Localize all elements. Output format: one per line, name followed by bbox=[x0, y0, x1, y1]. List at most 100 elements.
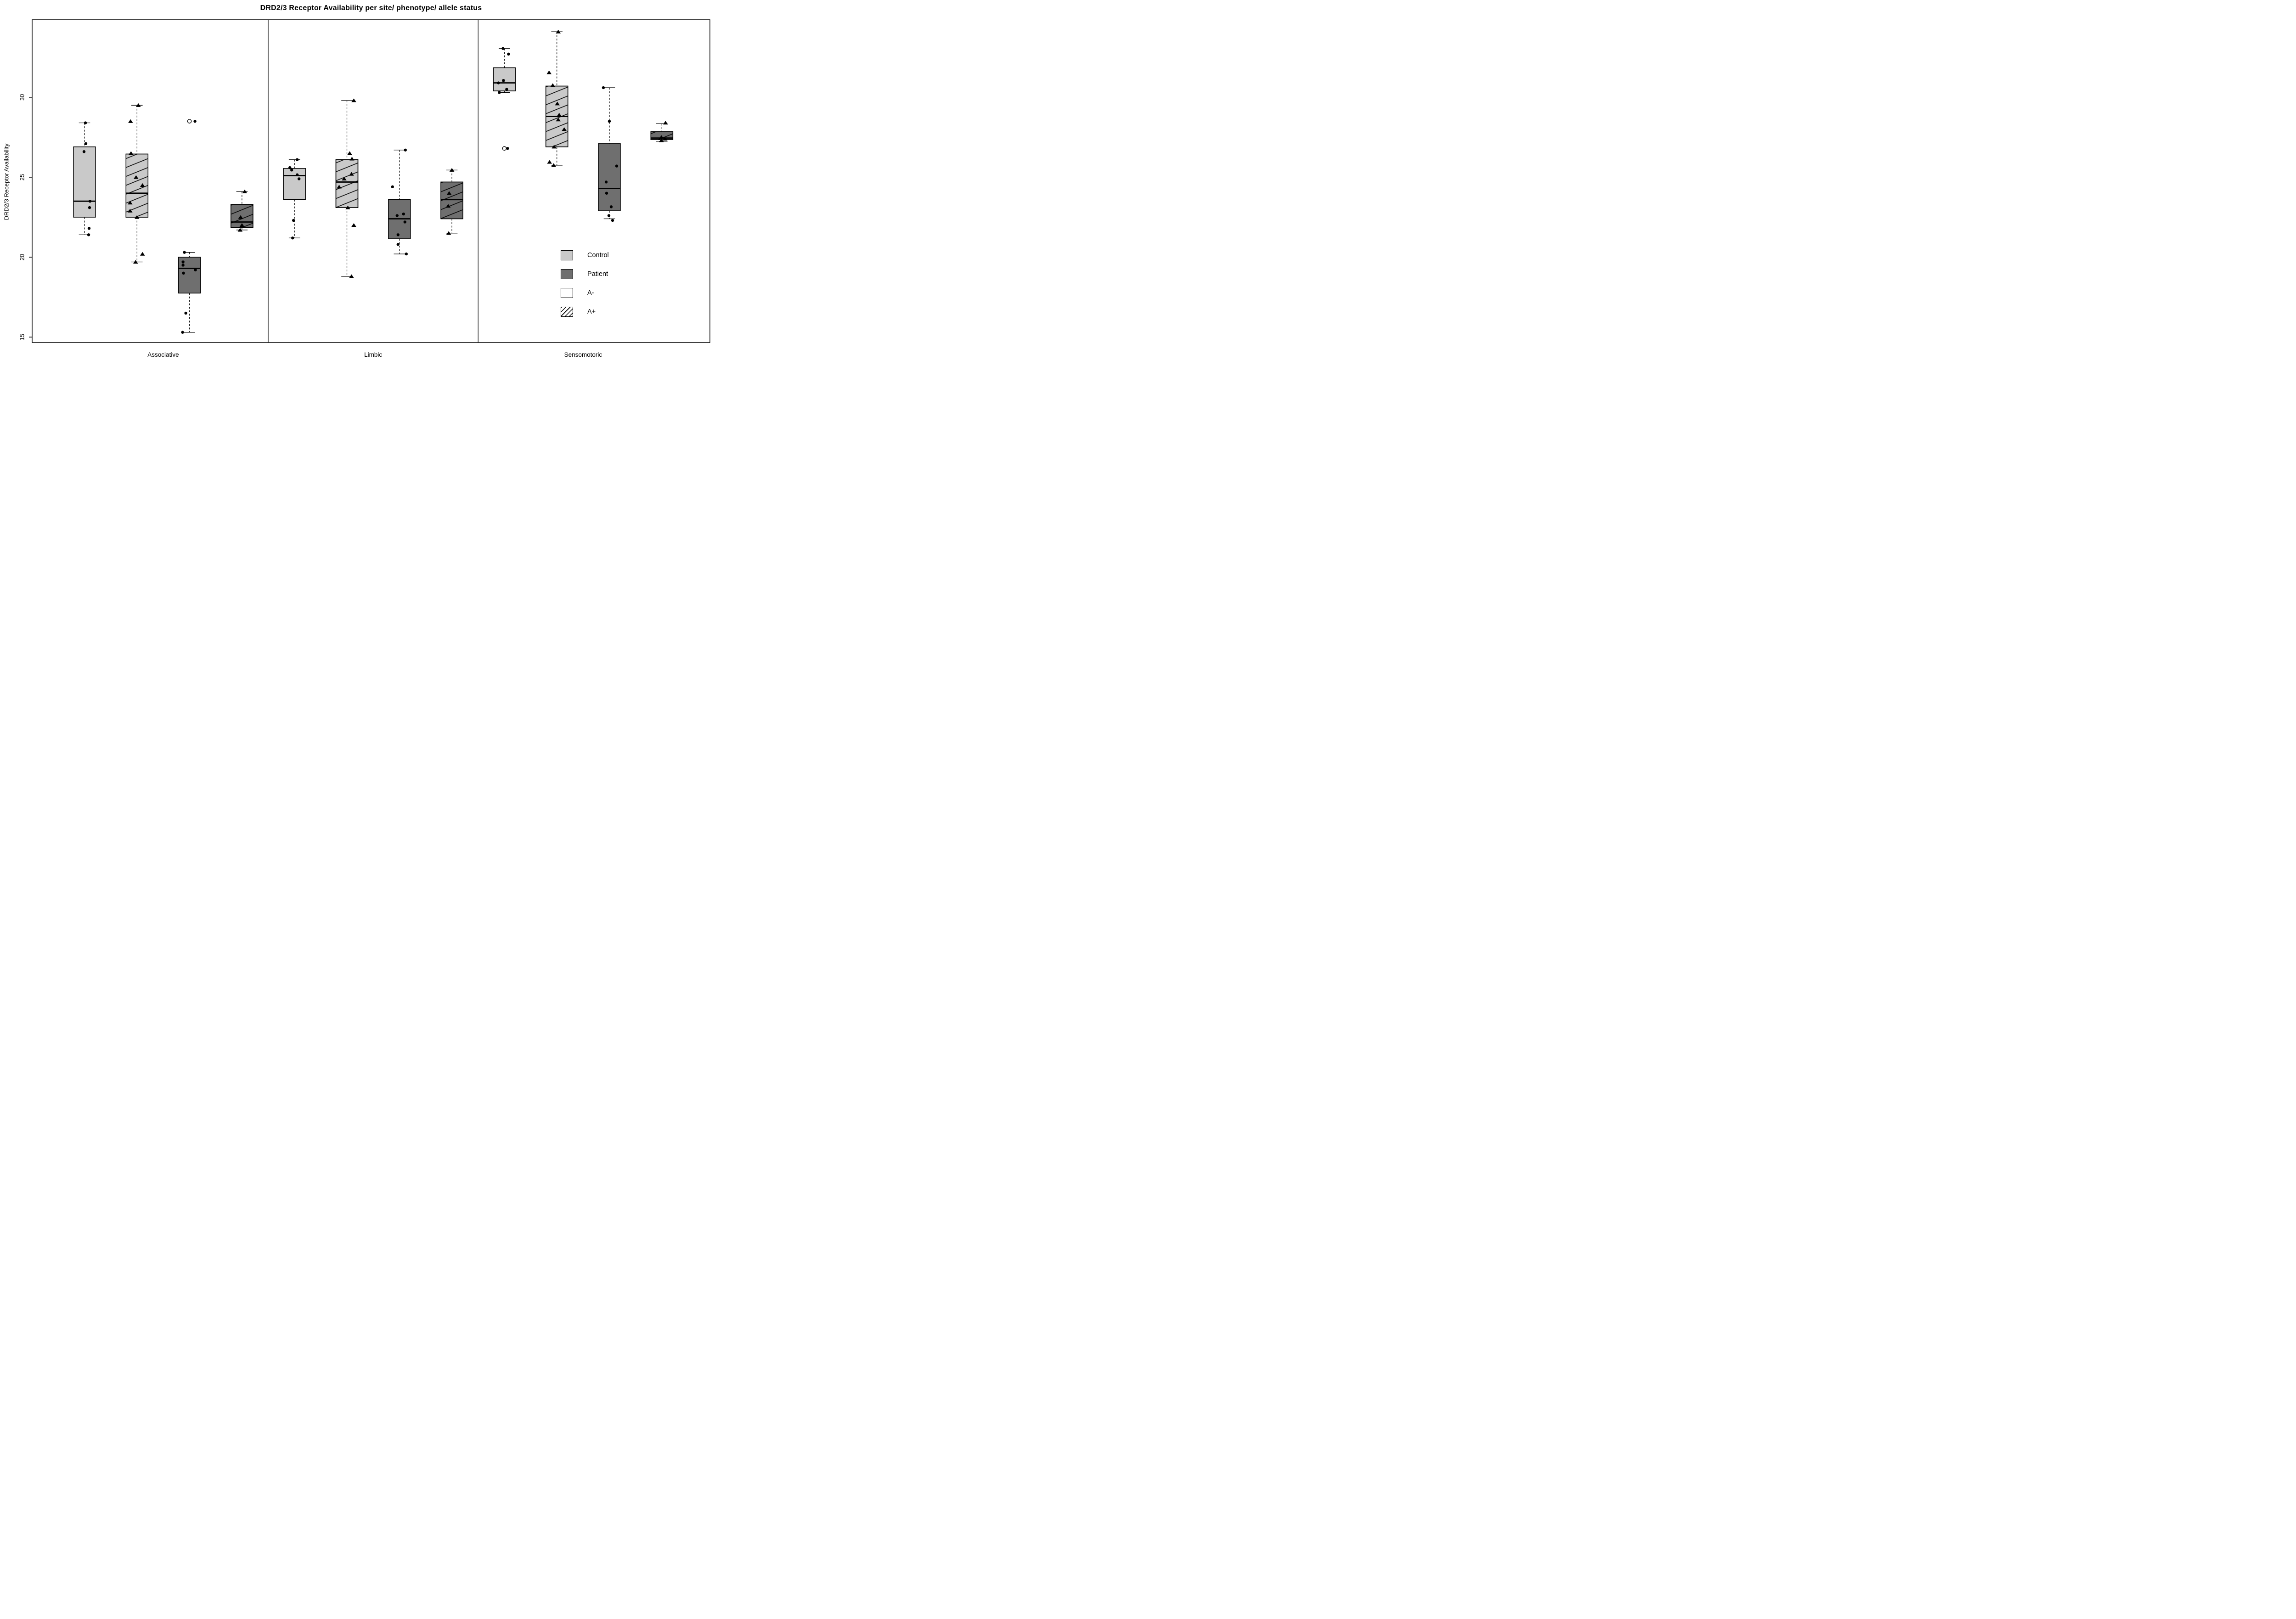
box-limbic-control-a-minus bbox=[283, 158, 306, 240]
legend-row-a-plus: A+ bbox=[561, 302, 609, 321]
data-point-triangle bbox=[449, 168, 455, 172]
legend-row-patient: Patient bbox=[561, 264, 609, 283]
data-point-dot bbox=[291, 236, 294, 240]
data-point-triangle bbox=[659, 138, 664, 142]
data-point-triangle bbox=[129, 151, 134, 155]
data-point-dot bbox=[288, 166, 292, 169]
data-point-dot bbox=[296, 173, 299, 176]
data-point-dot bbox=[607, 214, 611, 217]
data-point-triangle bbox=[242, 189, 248, 193]
data-point-dot bbox=[396, 233, 400, 236]
data-point-triangle bbox=[547, 160, 552, 164]
box-associative-control-a-plus bbox=[125, 103, 149, 264]
data-point-dot bbox=[298, 177, 301, 180]
legend-label-a-minus: A- bbox=[587, 289, 594, 297]
legend-swatch-patient bbox=[561, 269, 573, 279]
data-point-triangle bbox=[349, 172, 354, 176]
data-point-triangle bbox=[659, 135, 664, 139]
box-sensomotoric-patient-a-minus bbox=[598, 86, 621, 222]
data-point-dot bbox=[193, 119, 197, 123]
box-sensomotoric-control-a-plus bbox=[545, 29, 568, 167]
data-point-triangle bbox=[551, 163, 556, 167]
data-point-triangle bbox=[556, 118, 561, 122]
legend: Control Patient A- A+ bbox=[561, 246, 609, 321]
data-point-triangle bbox=[555, 101, 560, 106]
data-point-triangle bbox=[140, 183, 145, 187]
data-point-triangle bbox=[556, 29, 561, 34]
data-point-dot bbox=[84, 142, 88, 146]
data-point-dot bbox=[87, 227, 91, 230]
boxplot-canvas: 15 20 25 30 bbox=[19, 19, 710, 343]
data-point-dot bbox=[88, 199, 92, 203]
data-point-dot bbox=[602, 86, 605, 90]
data-point-triangle bbox=[140, 252, 145, 256]
data-point-triangle bbox=[546, 70, 551, 74]
data-point-dot bbox=[609, 205, 613, 208]
data-point-triangle bbox=[135, 215, 140, 219]
y-tick-label: 15 bbox=[19, 334, 26, 340]
data-point-triangle bbox=[345, 205, 350, 209]
data-point-dot bbox=[296, 158, 299, 161]
data-point-triangle bbox=[446, 191, 452, 195]
panel-sensomotoric bbox=[493, 29, 674, 222]
data-point-triangle bbox=[551, 145, 557, 149]
data-point-triangle bbox=[445, 204, 451, 208]
box-associative-patient-a-plus bbox=[231, 189, 253, 232]
data-point-dot bbox=[82, 150, 86, 153]
data-point-triangle bbox=[239, 223, 245, 227]
data-point-dot bbox=[391, 185, 394, 189]
box-associative-control-a-minus bbox=[73, 121, 96, 236]
data-point-dot bbox=[181, 264, 185, 267]
data-point-triangle bbox=[342, 177, 347, 181]
data-point-dot bbox=[497, 81, 500, 84]
data-point-triangle bbox=[663, 121, 668, 125]
data-point-dot bbox=[506, 147, 509, 150]
legend-swatch-control bbox=[561, 250, 573, 260]
data-point-dot bbox=[505, 88, 508, 91]
legend-swatch-a-plus bbox=[561, 306, 573, 317]
box-limbic-patient-a-minus bbox=[388, 148, 411, 256]
legend-label-a-plus: A+ bbox=[587, 308, 596, 315]
plot-border bbox=[32, 19, 710, 343]
data-point-dot bbox=[292, 219, 295, 222]
data-point-triangle bbox=[550, 83, 555, 87]
chart-title: DRD2/3 Receptor Availability per site/ p… bbox=[260, 4, 482, 12]
data-point-dot bbox=[181, 331, 184, 334]
outlier-open-circle bbox=[502, 146, 507, 151]
data-point-dot bbox=[498, 91, 501, 94]
x-axis-label-limbic: Limbic bbox=[364, 351, 383, 358]
data-point-triangle bbox=[128, 208, 133, 213]
data-point-triangle bbox=[351, 223, 356, 227]
data-point-dot bbox=[181, 260, 185, 264]
panel-limbic bbox=[283, 98, 463, 278]
data-point-triangle bbox=[349, 274, 354, 278]
data-point-dot bbox=[507, 52, 510, 56]
data-point-dot bbox=[84, 121, 87, 124]
box-sensomotoric-control-a-minus bbox=[493, 47, 516, 151]
data-point-triangle bbox=[237, 228, 243, 232]
data-point-dot bbox=[604, 180, 608, 184]
data-point-dot bbox=[184, 311, 187, 315]
data-point-dot bbox=[608, 119, 611, 123]
data-point-triangle bbox=[663, 137, 668, 141]
data-point-dot bbox=[183, 251, 186, 254]
data-point-dot bbox=[502, 79, 505, 82]
data-point-dot bbox=[402, 212, 405, 216]
legend-row-a-minus: A- bbox=[561, 283, 609, 302]
data-point-dot bbox=[290, 169, 293, 172]
data-point-triangle bbox=[238, 215, 243, 219]
box-limbic-control-a-plus bbox=[335, 98, 359, 278]
data-point-triangle bbox=[351, 98, 356, 102]
data-point-dot bbox=[88, 206, 91, 209]
box-limbic-patient-a-plus bbox=[440, 168, 463, 235]
legend-label-control: Control bbox=[587, 251, 609, 259]
outlier-open-circle bbox=[187, 119, 192, 124]
data-point-triangle bbox=[349, 157, 355, 161]
y-tick-label: 25 bbox=[19, 174, 26, 180]
panel-associative bbox=[73, 103, 253, 334]
data-point-triangle bbox=[347, 151, 352, 155]
box-associative-patient-a-minus bbox=[178, 119, 201, 334]
data-point-dot bbox=[615, 164, 619, 168]
data-point-triangle bbox=[337, 185, 342, 189]
box-sensomotoric-patient-a-plus bbox=[650, 121, 674, 142]
